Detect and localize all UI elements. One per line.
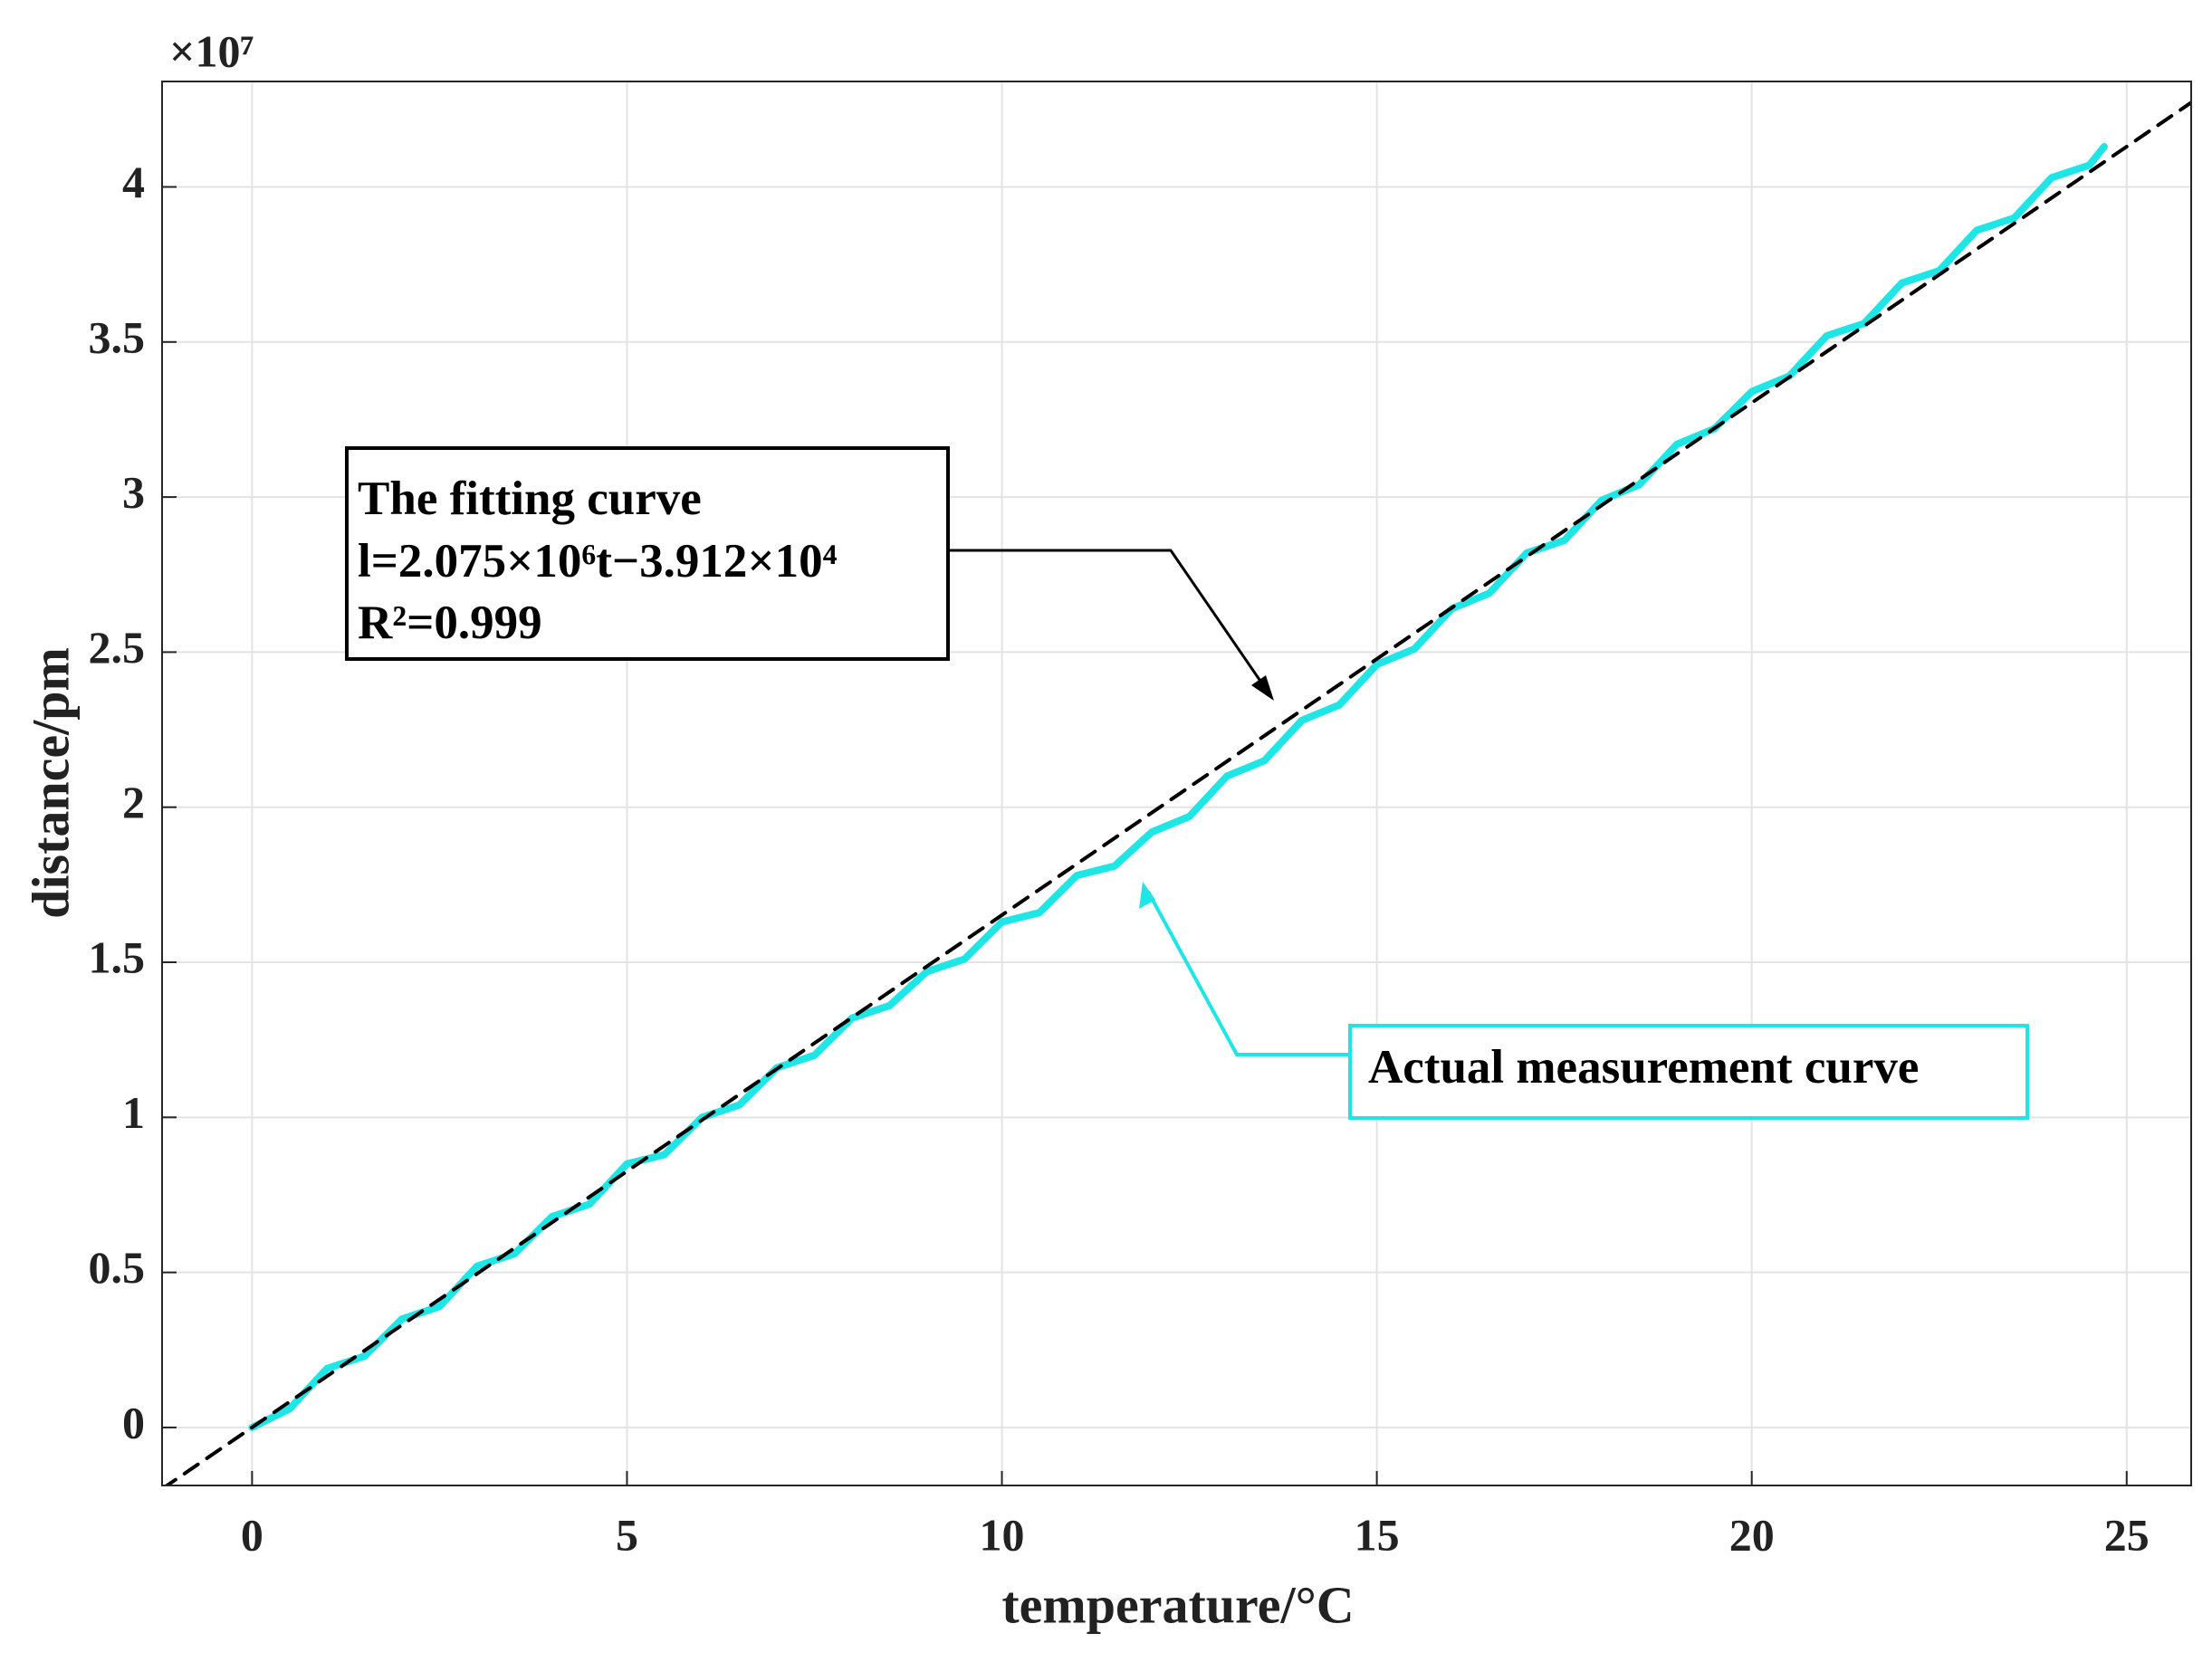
y-tick-label: 1	[122, 1087, 145, 1138]
y-tick-label: 0	[122, 1397, 145, 1447]
y-tick-label: 3.5	[89, 311, 146, 362]
series-line	[163, 100, 2191, 1485]
fit-annotation: R²=0.999	[358, 597, 542, 649]
measured-annotation-box	[1348, 1024, 2029, 1120]
x-tick-label: 25	[2104, 1509, 2150, 1560]
fit-annotation: The fitting curve	[358, 473, 702, 525]
fit-annotation-box	[345, 446, 950, 661]
measured-annotation: Actual measurement curve	[1368, 1041, 1919, 1094]
x-axis-title: temperature/°C	[1001, 1575, 1354, 1634]
x-tick-label: 20	[1729, 1509, 1775, 1560]
x-tick-label: 15	[1355, 1509, 1400, 1560]
plot-frame	[161, 81, 2192, 1486]
y-tick-label: 3	[122, 467, 145, 518]
x-tick-label: 10	[980, 1509, 1025, 1560]
x-tick-label: 0	[241, 1509, 263, 1560]
y-tick-label: 1.5	[89, 931, 146, 982]
y-tick-label: 2.5	[89, 622, 146, 673]
measured-arrow	[1146, 891, 1350, 1056]
fit-arrowhead	[1251, 675, 1274, 701]
y-multiplier: ×10⁷	[169, 25, 254, 76]
measured-arrowhead	[1139, 882, 1155, 909]
plot-lines	[163, 100, 2191, 1485]
y-tick-label: 4	[122, 157, 145, 207]
x-tick-label: 5	[616, 1509, 638, 1560]
y-tick-label: 0.5	[89, 1242, 146, 1293]
fit-annotation: l=2.075×10⁶t−3.912×10⁴	[358, 535, 838, 587]
y-axis-title: distance/pm	[21, 647, 80, 919]
y-tick-label: 2	[122, 777, 145, 827]
fit-arrow	[948, 549, 1269, 692]
